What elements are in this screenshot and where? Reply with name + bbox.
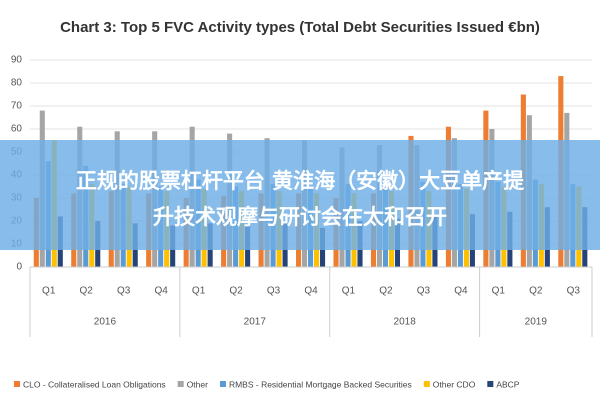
chart-title: Chart 3: Top 5 FVC Activity types (Total… [60,19,540,36]
x-tick-label: Q4 [454,286,468,297]
year-label: 2016 [94,317,117,328]
x-tick-label: Q2 [529,286,543,297]
x-tick-label: Q3 [117,286,131,297]
y-tick-label: 90 [11,55,23,66]
year-label: 2018 [394,317,417,328]
legend-text: Other [187,379,208,389]
x-tick-label: Q4 [154,286,168,297]
y-tick-label: 0 [16,262,22,273]
x-tick-label: Q1 [492,286,506,297]
x-tick-label: Q3 [567,286,581,297]
y-tick-label: 60 [11,124,23,135]
x-tick-label: Q2 [80,286,94,297]
year-label: 2017 [244,317,267,328]
legend-swatch [177,381,184,387]
legend-text: ABCP [496,379,519,389]
x-tick-label: Q1 [342,286,356,297]
year-label: 2019 [525,317,548,328]
x-tick-label: Q2 [229,286,243,297]
banner [0,140,600,250]
legend-text: Other CDO [433,379,476,389]
legend-swatch [14,381,20,387]
x-tick-label: Q1 [192,286,206,297]
banner-text: 正规的股票杠杆平台 黄淮海（安徽）大豆单产提 [76,169,525,193]
legend-swatch [487,381,494,387]
x-tick-label: Q3 [267,286,281,297]
x-tick-label: Q4 [304,286,318,297]
legend-swatch [423,381,430,387]
y-tick-label: 80 [11,78,23,89]
legend-text: RMBS - Residential Mortgage Backed Secur… [229,379,412,389]
legend-swatch [219,381,226,387]
banner-text: 升技术观摩与研讨会在太和召开 [153,205,447,229]
x-tick-label: Q3 [417,286,431,297]
legend-text: CLO - Collateralised Loan Obligations [23,379,166,389]
x-tick-label: Q2 [379,286,393,297]
x-tick-label: Q1 [42,286,56,297]
y-tick-label: 70 [11,101,23,112]
